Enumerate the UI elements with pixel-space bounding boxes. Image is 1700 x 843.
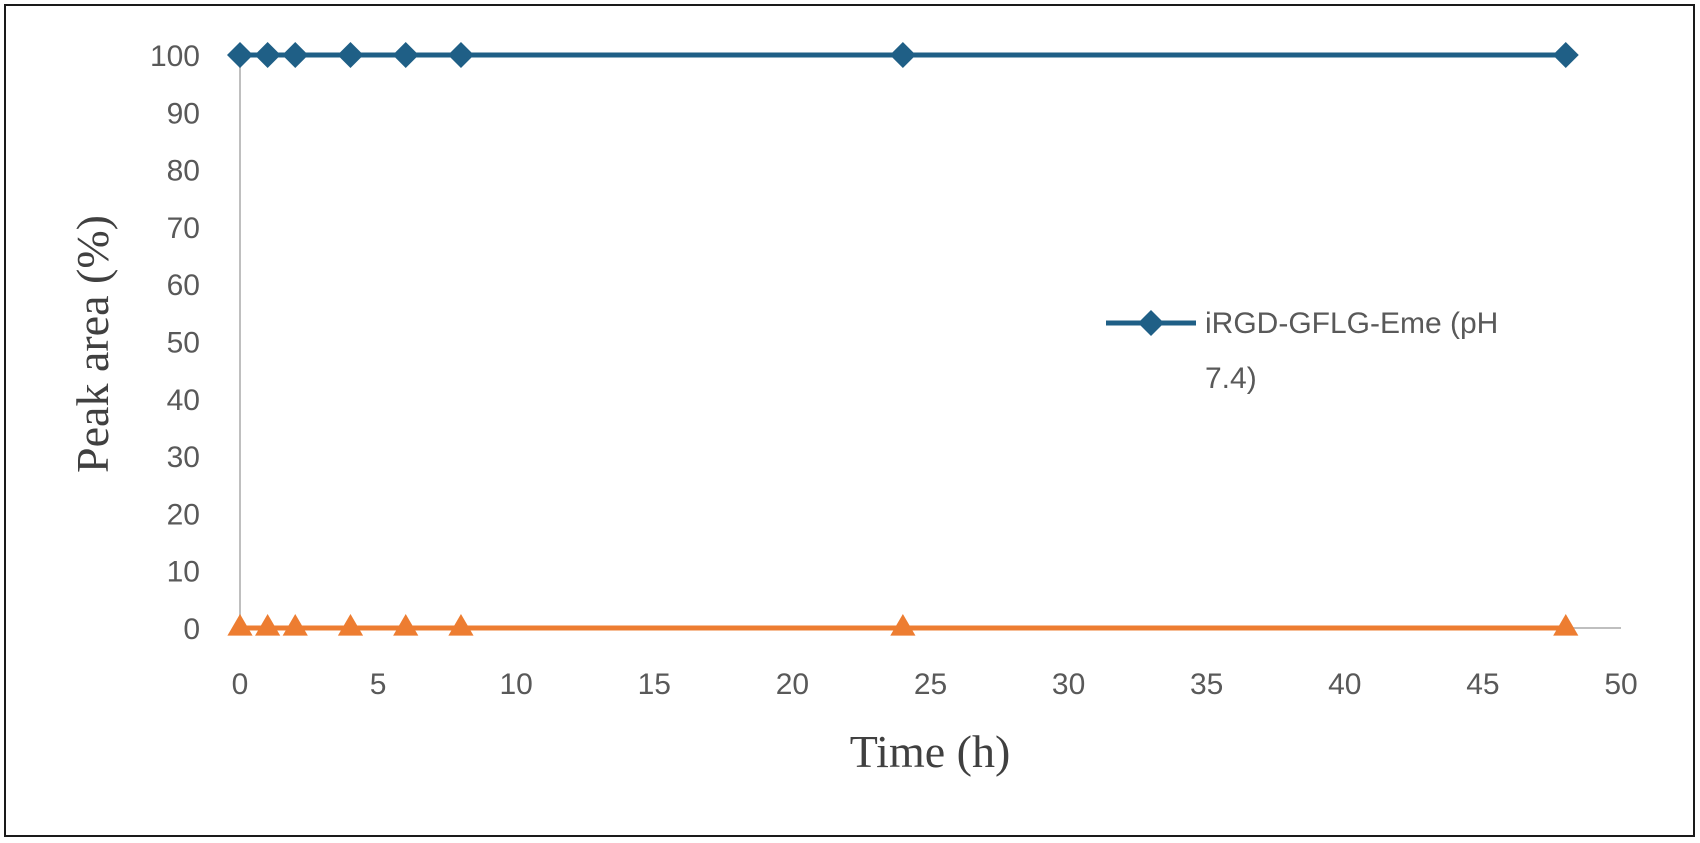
legend: iRGD-GFLG-Eme (pH 7.4): [1106, 307, 1498, 395]
legend-label-line-1: iRGD-GFLG-Eme (pH: [1205, 307, 1498, 340]
data-point-diamond: [254, 42, 281, 68]
y-tick-label: 50: [167, 327, 200, 360]
data-point-diamond: [447, 42, 474, 68]
y-tick-labels: 0 10 20 30 40 50 60 70 80 90 100: [150, 40, 200, 646]
data-point-triangle: [448, 614, 474, 636]
data-point-diamond: [889, 42, 916, 68]
y-tick-label: 10: [167, 556, 200, 589]
y-tick-label: 70: [167, 212, 200, 245]
legend-label-line-2: 7.4): [1205, 362, 1257, 395]
x-tick-label: 25: [914, 668, 947, 701]
data-point-diamond: [282, 42, 309, 68]
x-tick-label: 40: [1328, 668, 1361, 701]
data-point-triangle: [890, 614, 916, 636]
data-point-diamond: [1552, 42, 1579, 68]
data-point-diamond: [337, 42, 364, 68]
x-tick-label: 0: [232, 668, 249, 701]
legend-diamond-marker: [1138, 310, 1164, 336]
y-tick-label: 100: [150, 40, 200, 73]
x-tick-label: 35: [1190, 668, 1223, 701]
y-tick-label: 90: [167, 97, 200, 130]
x-tick-label: 10: [500, 668, 533, 701]
x-tick-label: 20: [776, 668, 809, 701]
data-point-triangle: [282, 614, 308, 636]
y-tick-label: 60: [167, 269, 200, 302]
data-point-diamond: [392, 42, 419, 68]
x-tick-label: 5: [370, 668, 387, 701]
y-tick-label: 40: [167, 384, 200, 417]
y-tick-label: 80: [167, 155, 200, 188]
series-1: [227, 42, 1579, 68]
x-tick-label: 45: [1466, 668, 1499, 701]
x-tick-label: 30: [1052, 668, 1085, 701]
chart-frame: [4, 4, 1695, 837]
data-point-triangle: [337, 614, 364, 636]
data-point-triangle: [255, 614, 281, 636]
x-tick-label: 15: [638, 668, 671, 701]
data-point-diamond: [227, 42, 253, 68]
x-tick-labels: 0 5 10 15 20 25 30 35 40 45 50: [232, 668, 1638, 701]
data-point-triangle: [393, 614, 419, 636]
data-point-triangle: [1553, 614, 1579, 636]
series-2: [227, 614, 1579, 636]
y-tick-label: 0: [183, 613, 200, 646]
series-layer: [227, 42, 1579, 636]
y-tick-label: 30: [167, 441, 200, 474]
axes: [239, 55, 1621, 629]
data-point-triangle: [227, 614, 253, 636]
y-axis-title: Peak area (%): [67, 215, 118, 473]
y-tick-label: 20: [167, 498, 200, 531]
x-tick-label: 50: [1604, 668, 1637, 701]
x-axis-title: Time (h): [850, 726, 1011, 777]
